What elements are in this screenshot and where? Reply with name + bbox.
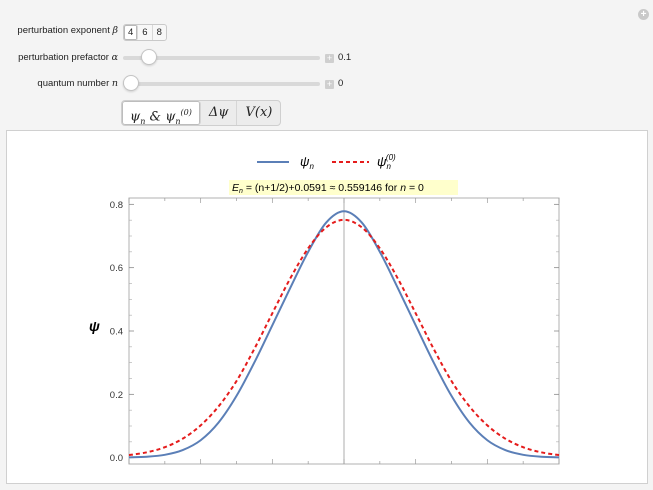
beta-setter-bar: 4 6 8: [123, 24, 167, 41]
n-expand-icon[interactable]: +: [325, 79, 334, 89]
beta-label-text: perturbation exponent: [17, 25, 113, 36]
beta-label: perturbation exponent β: [10, 25, 118, 36]
tab-psi-sub: n: [140, 116, 146, 126]
y-tick-label: 0.6: [110, 263, 123, 274]
y-tick-label: 0.4: [110, 327, 123, 338]
beta-symbol: β: [112, 25, 119, 36]
y-tick-label: 0.8: [110, 200, 123, 211]
beta-option-6[interactable]: 6: [138, 25, 153, 40]
legend-label-psi: ψn: [300, 154, 314, 171]
n-slider-thumb[interactable]: [123, 75, 139, 91]
tab-delta-psi[interactable]: Δψ: [201, 101, 238, 125]
y-tick-label: 0.2: [110, 390, 123, 401]
tab-psi-main: ψ: [130, 109, 141, 125]
tab-psi0-main: & ψ: [145, 109, 176, 125]
y-axis-label: ψ: [89, 318, 100, 334]
alpha-slider-thumb[interactable]: [141, 49, 158, 65]
tab-psi0-sup: (0): [180, 108, 192, 117]
n-label-text: quantum number: [37, 78, 112, 89]
wavefunction-chart: ψn ψn(0) En = (n+1/2)+0.0591 ≈ 0.559146 …: [89, 153, 560, 465]
tab-psi-and-psi0[interactable]: ψn & ψn(0): [122, 101, 201, 126]
alpha-slider-track[interactable]: [123, 56, 320, 60]
energy-annotation: En = (n+1/2)+0.0591 ≈ 0.559146 for n = 0: [232, 182, 424, 195]
n-symbol: n: [111, 78, 118, 89]
plot-type-tabs: ψn & ψn(0) Δψ V(x): [121, 100, 282, 126]
n-label: quantum number n: [10, 78, 118, 89]
alpha-label-text: perturbation prefactor: [18, 52, 112, 63]
energy-annotation-bg: [229, 180, 458, 195]
beta-option-8[interactable]: 8: [156, 27, 162, 38]
alpha-value: 0.1: [338, 52, 352, 63]
alpha-expand-icon[interactable]: +: [325, 53, 334, 63]
y-tick-label: 0.0: [110, 453, 123, 464]
add-icon[interactable]: +: [638, 9, 649, 20]
alpha-symbol: α: [111, 52, 118, 63]
beta-option-4[interactable]: 4: [124, 25, 139, 40]
series-psi0-line: [128, 218, 560, 457]
tab-potential[interactable]: V(x): [245, 105, 273, 120]
series-psi-line: [128, 210, 560, 459]
alpha-label: perturbation prefactor α: [10, 52, 118, 63]
legend: ψn ψn(0): [257, 153, 396, 171]
n-value: 0: [338, 78, 344, 89]
tab-psi0-sub: n: [175, 116, 181, 126]
n-slider-track[interactable]: [123, 82, 320, 86]
plot-panel: ψn ψn(0) En = (n+1/2)+0.0591 ≈ 0.559146 …: [6, 130, 648, 484]
legend-label-psi0: ψn(0): [377, 153, 396, 171]
